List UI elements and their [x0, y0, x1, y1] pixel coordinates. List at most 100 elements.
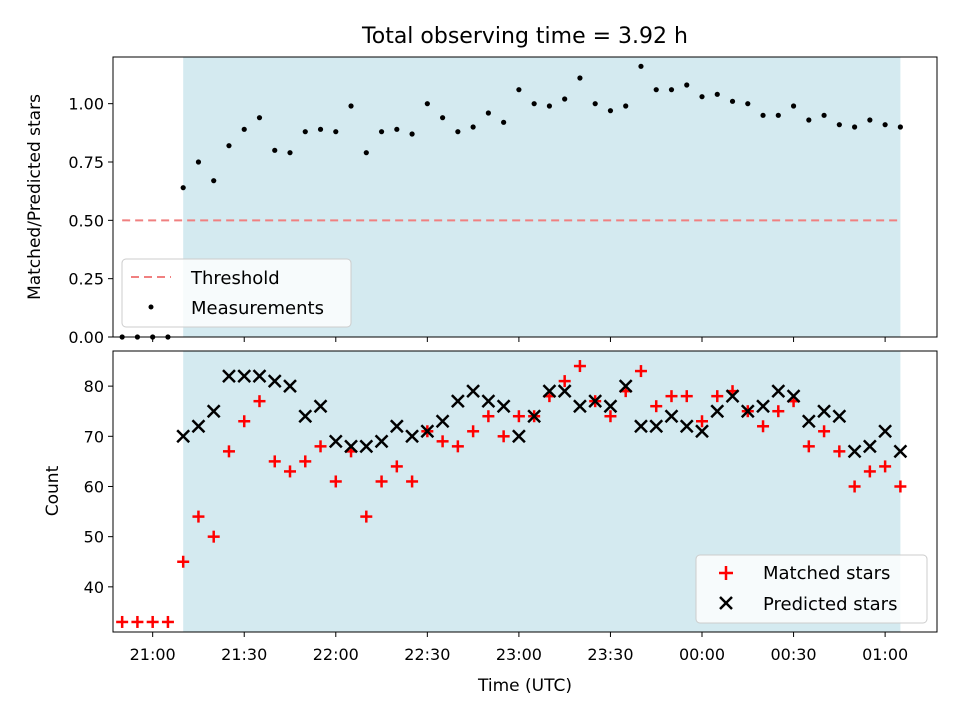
- matched-star-point: [253, 395, 266, 408]
- measurement-point: [607, 108, 614, 114]
- y-tick-label: 70: [84, 427, 104, 446]
- measurement-point: [287, 150, 293, 156]
- matched-star-point: [757, 420, 770, 433]
- top-panel: 0.00 0.25 0.50 0.75 1.00 Total observing tim…: [25, 24, 938, 347]
- cross-b: [740, 404, 755, 419]
- predicted-star-point: [313, 399, 328, 414]
- matched-star-point: [848, 480, 861, 493]
- measurement-point: [455, 129, 461, 135]
- predicted-star-point: [237, 369, 252, 383]
- legend-matched-swatch: [719, 566, 733, 580]
- cross-b: [725, 389, 740, 404]
- matched-star-point: [573, 360, 586, 373]
- bottom-panel: 40 50 60 70 80 21:00 21:30 22:00 22:30 23:00 23:3…: [43, 350, 938, 696]
- matched-star-point: [177, 555, 190, 568]
- predicted-star-point: [740, 404, 755, 419]
- cross-b: [206, 404, 221, 419]
- cross-b: [634, 419, 648, 434]
- measurement-point: [180, 185, 186, 191]
- measurement-point: [836, 122, 842, 128]
- matched-star-point: [467, 425, 480, 438]
- measurement-point: [668, 87, 675, 93]
- matched-star-point: [207, 530, 220, 543]
- matched-star-point: [375, 475, 388, 488]
- predicted-star-point: [771, 384, 786, 399]
- cross-b: [191, 419, 206, 434]
- matched-star-point: [192, 510, 205, 523]
- predicted-star-point: [832, 409, 847, 424]
- cross-b: [222, 369, 236, 383]
- predicted-star-point: [283, 379, 297, 394]
- measurement-point: [348, 103, 354, 109]
- cross-b: [237, 369, 252, 383]
- x-tick-label: 21:00: [130, 645, 176, 664]
- predicted-star-point: [893, 444, 908, 459]
- matched-star-point: [222, 445, 235, 458]
- predicted-star-point: [557, 384, 572, 399]
- predicted-star-point: [435, 414, 450, 429]
- predicted-star-point: [817, 404, 831, 419]
- cross-b: [817, 404, 831, 419]
- matched-star-point: [482, 410, 495, 423]
- measurement-point: [546, 103, 553, 109]
- matched-star-point: [497, 430, 510, 443]
- cross-b: [573, 399, 587, 414]
- matched-star-point: [863, 465, 876, 478]
- bottom-axes-frame: [112, 350, 938, 633]
- predicted-star-point: [450, 394, 465, 409]
- cross-b: [847, 444, 862, 459]
- measurement-point: [867, 117, 873, 123]
- predicted-star-point: [634, 419, 648, 434]
- predicted-star-point: [710, 404, 725, 419]
- matched-star-point: [818, 425, 831, 438]
- top-y-ticks: 0.00 0.25 0.50 0.75 1.00: [68, 95, 113, 347]
- legend-predicted-label: Predicted stars: [763, 594, 897, 615]
- matched-star-point: [406, 475, 419, 488]
- matched-star-point: [772, 405, 785, 418]
- cross-b: [710, 404, 725, 419]
- predicted-star-point: [786, 389, 801, 404]
- predicted-star-point: [481, 394, 496, 409]
- predicted-star-point: [695, 424, 709, 439]
- matched-star-point: [650, 400, 663, 413]
- cross-b: [267, 374, 282, 388]
- x-tick-label: 22:30: [404, 645, 450, 664]
- top-y-axis-label: Matched/Predicted stars: [25, 94, 45, 300]
- predicted-star-point: [542, 384, 557, 399]
- measurement-point: [821, 112, 827, 118]
- cross-b: [801, 414, 816, 429]
- measurement-point: [378, 129, 385, 135]
- y-tick-label: 0.25: [68, 270, 104, 289]
- bottom-legend-box: [695, 554, 928, 624]
- cross-b: [252, 369, 267, 383]
- legend-measurements-label: Measurements: [191, 298, 324, 319]
- matched-star-point: [299, 455, 312, 468]
- cross-b: [496, 399, 511, 414]
- measurement-point: [485, 110, 491, 116]
- measurement-point: [760, 112, 766, 118]
- measurement-point: [638, 63, 644, 69]
- measurement-point: [211, 178, 217, 184]
- predicted-star-point: [603, 399, 618, 414]
- measurement-point: [852, 124, 858, 130]
- predicted-star-point: [725, 389, 740, 404]
- measurement-point: [729, 98, 736, 104]
- y-tick-label: 0.75: [68, 153, 104, 172]
- cross-b: [618, 379, 633, 394]
- measurement-point: [531, 101, 537, 107]
- measurement-point: [516, 87, 522, 93]
- cross-b: [374, 434, 389, 449]
- legend-measurements-swatch: [148, 304, 154, 310]
- cross-b: [664, 409, 679, 424]
- predicted-star-point: [252, 369, 267, 383]
- cross-b: [588, 394, 603, 409]
- predicted-star-point: [176, 429, 191, 444]
- cross-b: [481, 394, 496, 409]
- cross-b: [420, 424, 435, 439]
- measurement-point: [882, 122, 888, 128]
- matched-star-point: [558, 375, 571, 388]
- matched-star-point: [894, 480, 907, 493]
- top-legend-box: [121, 258, 352, 328]
- measurement-point: [440, 115, 446, 121]
